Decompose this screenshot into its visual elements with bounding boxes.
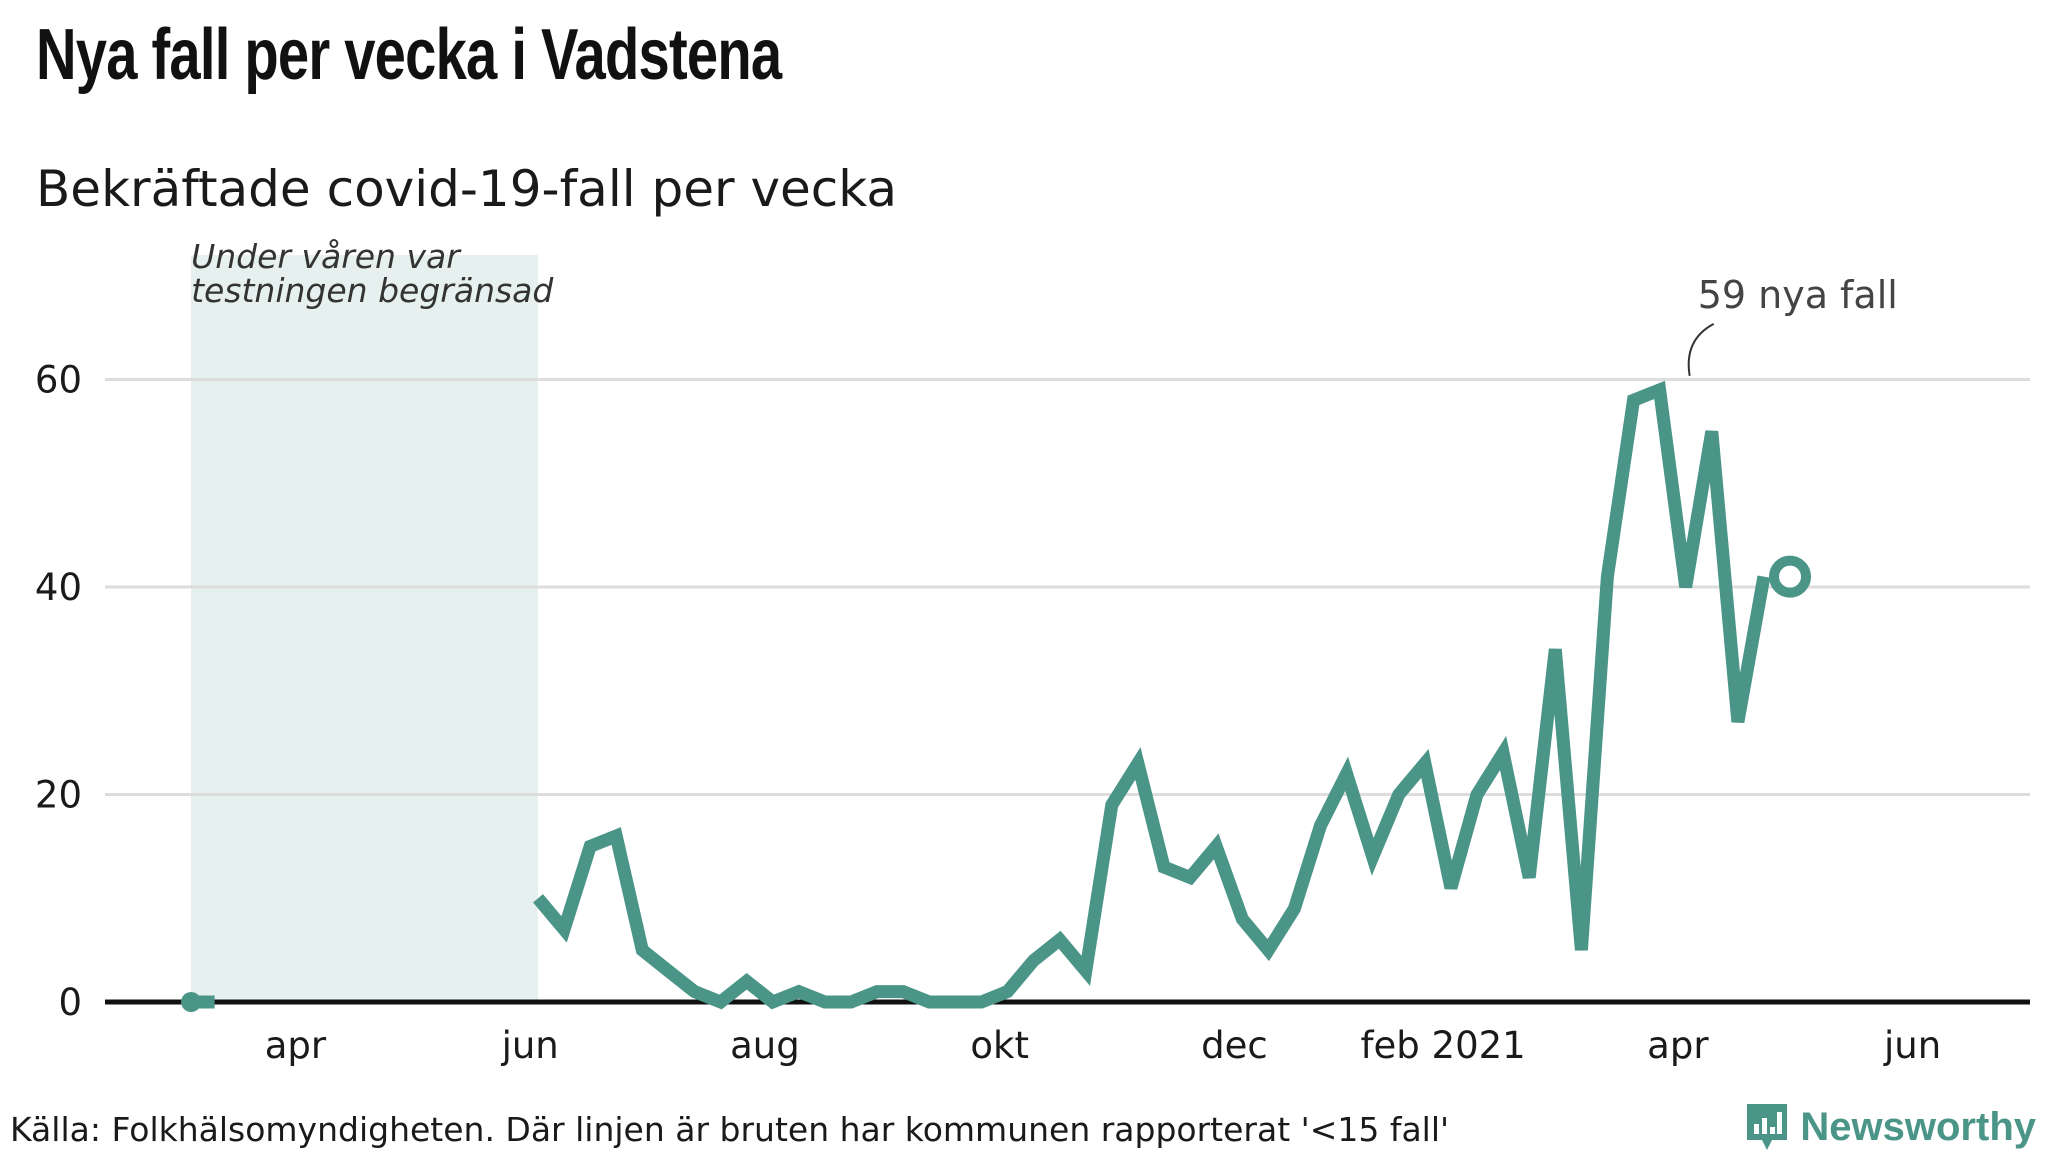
x-tick-label: okt (970, 1024, 1029, 1067)
y-tick-label: 40 (35, 566, 82, 609)
start-marker (181, 992, 201, 1012)
annotation-leader (1689, 324, 1714, 376)
x-tick-label: dec (1201, 1024, 1268, 1067)
brand-name: Newsworthy (1800, 1105, 2036, 1150)
brand-logo: Newsworthy (1744, 1100, 2036, 1154)
y-tick-label: 20 (35, 774, 82, 817)
bar-chart-icon (1744, 1100, 1790, 1154)
annotations: 59 nya fall (1689, 273, 1898, 376)
x-tick-label: jun (1883, 1024, 1941, 1067)
x-tick-label: apr (265, 1024, 327, 1067)
y-tick-label: 60 (35, 359, 82, 402)
shaded-region (191, 255, 538, 1002)
x-tick-label: aug (730, 1024, 800, 1067)
x-tick-label: jun (501, 1024, 559, 1067)
axes: apr jun aug okt dec feb 2021 apr jun (105, 1002, 2030, 1067)
x-tick-label: apr (1647, 1024, 1709, 1067)
source-note: Källa: Folkhälsomyndigheten. Där linjen … (10, 1110, 1449, 1149)
y-tick-label: 0 (58, 981, 82, 1024)
shaded-region-label: testningen begränsad (191, 271, 554, 310)
x-tick-label: feb 2021 (1361, 1024, 1526, 1067)
end-marker (1774, 561, 1806, 593)
annotation-label: 59 nya fall (1698, 273, 1898, 317)
series-line (538, 390, 1764, 1002)
